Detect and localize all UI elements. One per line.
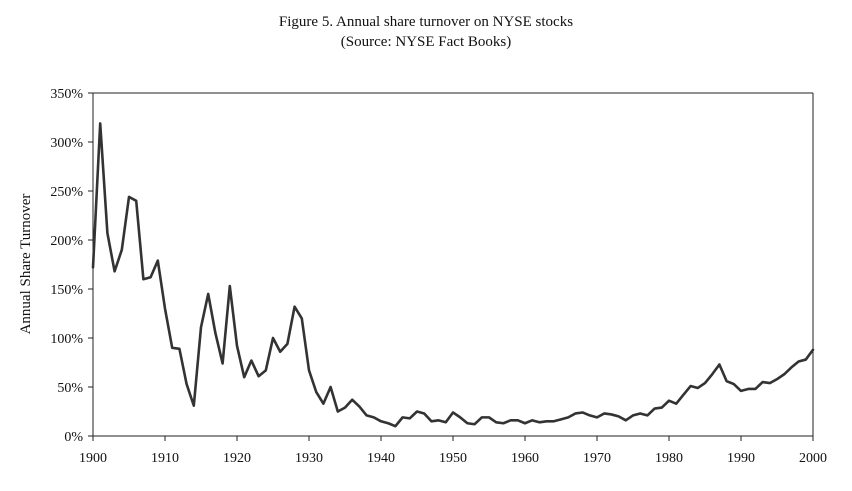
y-axis-title: Annual Share Turnover [18,194,34,335]
y-tick-label: 300% [50,136,83,151]
chart-subtitle: (Source: NYSE Fact Books) [340,34,512,50]
x-tick-label: 1970 [583,451,611,466]
x-tick-label: 1900 [79,451,107,466]
series-layer [91,122,815,428]
x-tick-label: 1920 [223,451,251,466]
y-tick-label: 150% [50,283,83,298]
x-tick-label: 1930 [295,451,323,466]
x-tick-label: 1940 [367,451,395,466]
x-tick-label: 1990 [727,451,755,466]
y-tick-label: 100% [50,332,83,347]
x-tick-label: 1960 [511,451,539,466]
y-tick-label: 350% [50,87,83,102]
y-tick-label: 250% [50,185,83,200]
x-tick-label: 1910 [151,451,179,466]
x-tick-label: 1950 [439,451,467,466]
x-tick-label: 1980 [655,451,683,466]
y-tick-label: 0% [64,430,83,445]
y-tick-label: 200% [50,234,83,249]
chart-title: Figure 5. Annual share turnover on NYSE … [278,14,574,30]
axis-ticks: 0% 50% 100% 150% 200% 250% 300% 350% 1900 1910 192… [50,87,827,466]
y-tick-label: 50% [57,381,83,396]
x-tick-label: 2000 [799,451,827,466]
series-line-turnover [91,122,815,428]
